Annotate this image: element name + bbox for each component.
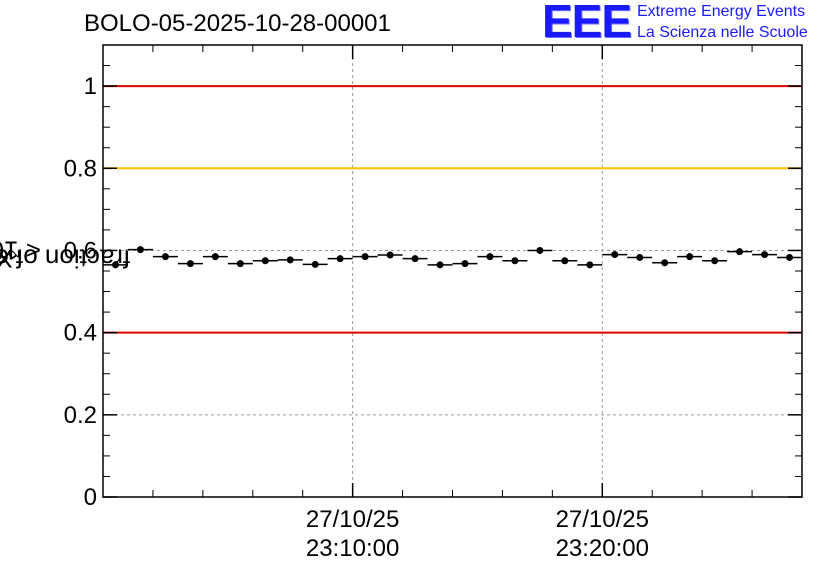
x-tick-label-date-0: 27/10/25 — [305, 506, 400, 533]
data-point-18 — [561, 257, 569, 265]
x-tick-label-1: 27/10/25 23:20:00 — [522, 505, 682, 563]
data-point-5 — [236, 260, 244, 268]
data-point-11 — [386, 251, 394, 259]
plot-frame — [102, 44, 803, 498]
data-point-1 — [136, 246, 144, 254]
y-tick-label-1: 0.2 — [64, 402, 97, 429]
data-point-27 — [786, 253, 794, 261]
data-point-23 — [686, 253, 694, 261]
data-point-7 — [286, 256, 294, 264]
data-point-20 — [611, 251, 619, 259]
y-tick-label-2: 0.4 — [64, 320, 97, 347]
y-tick-label-3: 0.6 — [64, 237, 97, 264]
data-point-17 — [536, 246, 544, 254]
y-tick-label-0: 0 — [84, 484, 97, 511]
data-point-15 — [486, 253, 494, 261]
data-point-9 — [336, 255, 344, 263]
data-point-6 — [261, 257, 269, 265]
data-point-19 — [586, 261, 594, 269]
data-point-22 — [661, 259, 669, 267]
y-tick-label-5: 1 — [84, 73, 97, 100]
data-point-14 — [461, 260, 469, 268]
data-point-16 — [511, 257, 519, 265]
data-point-10 — [361, 253, 369, 261]
data-point-13 — [436, 261, 444, 269]
data-point-0 — [111, 261, 119, 269]
x-tick-label-date-1: 27/10/25 — [555, 506, 649, 533]
y-tick-label-4: 0.8 — [64, 155, 97, 182]
x-tick-label-time-0: 23:10:00 — [305, 535, 400, 562]
data-point-25 — [736, 248, 744, 256]
data-point-12 — [411, 255, 419, 263]
data-point-8 — [311, 260, 319, 268]
logo-text-line1: Extreme Energy Events — [637, 3, 806, 20]
data-point-2 — [161, 253, 169, 261]
data-point-4 — [211, 253, 219, 261]
logo-text-line2: La Scienza nelle Scuole — [637, 24, 808, 41]
data-point-3 — [186, 260, 194, 268]
data-point-24 — [711, 257, 719, 265]
data-point-26 — [761, 251, 769, 259]
data-point-21 — [636, 253, 644, 261]
logo-mark: EEE — [542, 0, 632, 47]
x-tick-label-0: 27/10/25 23:10:00 — [273, 505, 433, 563]
x-tick-label-time-1: 23:20:00 — [555, 535, 649, 562]
chart-title: BOLO-05-2025-10-28-00001 — [84, 10, 391, 37]
